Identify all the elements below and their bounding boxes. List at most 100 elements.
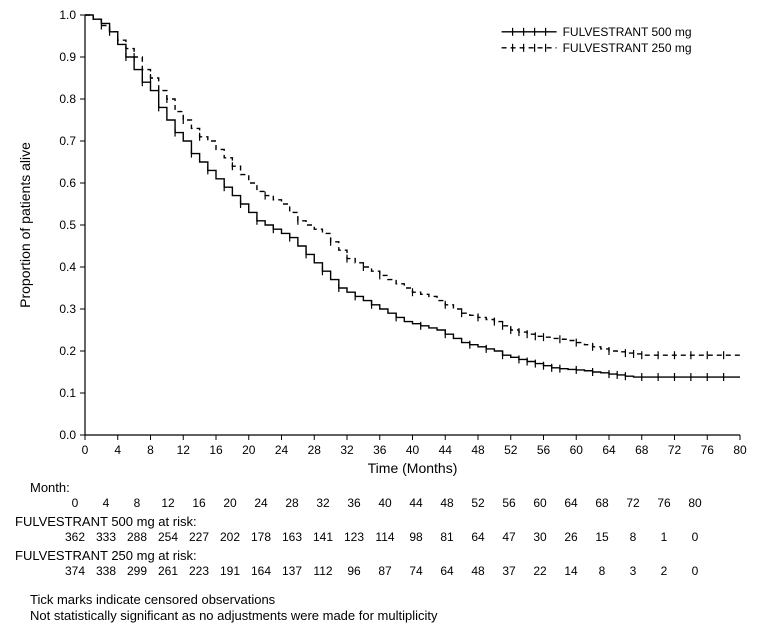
x-tick-label: 24: [275, 443, 289, 457]
x-tick-label: 32: [340, 443, 354, 457]
risk-value: 112: [308, 564, 338, 578]
x-tick-label: 64: [602, 443, 616, 457]
risk-value: 74: [401, 564, 431, 578]
footnote-line: Not statistically significant as no adju…: [30, 608, 438, 623]
y-tick-label: 0.7: [59, 134, 76, 148]
risk-values-row: 3623332882542272021781631411231149881644…: [0, 530, 778, 546]
risk-value: 223: [184, 564, 214, 578]
y-tick-label: 0.5: [59, 218, 76, 232]
x-tick-label: 16: [209, 443, 223, 457]
risk-value: 96: [339, 564, 369, 578]
footnote-line: Tick marks indicate censored observation…: [30, 592, 275, 607]
risk-value: 2: [649, 564, 679, 578]
legend-label: FULVESTRANT 500 mg: [563, 25, 692, 39]
legend-label: FULVESTRANT 250 mg: [563, 41, 692, 55]
x-tick-label: 56: [537, 443, 551, 457]
risk-value: 26: [556, 530, 586, 544]
risk-value: 0: [680, 530, 710, 544]
x-tick-label: 40: [406, 443, 420, 457]
x-tick-label: 80: [733, 443, 747, 457]
km-curve-s250: [85, 15, 740, 355]
risk-month: 4: [91, 496, 121, 510]
y-tick-label: 0.8: [59, 92, 76, 106]
x-tick-label: 48: [471, 443, 485, 457]
risk-value: 374: [60, 564, 90, 578]
x-tick-label: 20: [242, 443, 256, 457]
risk-value: 114: [370, 530, 400, 544]
y-tick-label: 0.1: [59, 386, 76, 400]
x-tick-label: 72: [668, 443, 682, 457]
risk-month: 8: [122, 496, 152, 510]
risk-month: 76: [649, 496, 679, 510]
risk-month: 56: [494, 496, 524, 510]
risk-value: 141: [308, 530, 338, 544]
at-risk-table: Month:0481216202428323640444852566064687…: [0, 480, 778, 582]
x-tick-label: 36: [373, 443, 387, 457]
x-axis-label: Time (Months): [368, 460, 458, 476]
risk-value: 288: [122, 530, 152, 544]
km-curve-s500: [85, 15, 740, 377]
x-tick-label: 4: [114, 443, 121, 457]
risk-value: 338: [91, 564, 121, 578]
risk-month: 20: [215, 496, 245, 510]
risk-value: 123: [339, 530, 369, 544]
risk-month: 36: [339, 496, 369, 510]
risk-month: 64: [556, 496, 586, 510]
x-tick-label: 68: [635, 443, 649, 457]
x-tick-label: 44: [439, 443, 453, 457]
risk-values-row: 3743382992612231911641371129687746448372…: [0, 564, 778, 580]
risk-month: 24: [246, 496, 276, 510]
x-tick-label: 28: [308, 443, 322, 457]
x-tick-label: 76: [701, 443, 715, 457]
risk-month: 28: [277, 496, 307, 510]
risk-value: 137: [277, 564, 307, 578]
risk-value: 15: [587, 530, 617, 544]
x-tick-label: 52: [504, 443, 518, 457]
risk-header: Month:: [30, 480, 70, 495]
risk-month: 40: [370, 496, 400, 510]
risk-value: 64: [463, 530, 493, 544]
risk-month: 68: [587, 496, 617, 510]
risk-value: 333: [91, 530, 121, 544]
y-tick-label: 0.9: [59, 50, 76, 64]
y-tick-label: 0.2: [59, 344, 76, 358]
x-tick-label: 0: [82, 443, 89, 457]
y-tick-label: 1.0: [59, 8, 76, 22]
risk-value: 3: [618, 564, 648, 578]
risk-value: 362: [60, 530, 90, 544]
risk-month: 52: [463, 496, 493, 510]
risk-value: 261: [153, 564, 183, 578]
y-tick-label: 0.4: [59, 260, 76, 274]
risk-value: 98: [401, 530, 431, 544]
risk-value: 254: [153, 530, 183, 544]
risk-value: 191: [215, 564, 245, 578]
km-plot-container: 0.00.10.20.30.40.50.60.70.80.91.00481216…: [0, 0, 778, 623]
risk-value: 64: [432, 564, 462, 578]
risk-month: 12: [153, 496, 183, 510]
risk-value: 163: [277, 530, 307, 544]
risk-value: 164: [246, 564, 276, 578]
risk-month: 44: [401, 496, 431, 510]
x-tick-label: 12: [177, 443, 191, 457]
risk-value: 1: [649, 530, 679, 544]
risk-month: 16: [184, 496, 214, 510]
risk-months-row: 048121620242832364044485256606468727680: [0, 496, 778, 512]
risk-month: 60: [525, 496, 555, 510]
risk-value: 178: [246, 530, 276, 544]
risk-value: 8: [618, 530, 648, 544]
y-axis-label: Proportion of patients alive: [17, 142, 33, 308]
y-tick-label: 0.3: [59, 302, 76, 316]
risk-value: 227: [184, 530, 214, 544]
risk-row-label: FULVESTRANT 500 mg at risk:: [15, 514, 197, 529]
risk-value: 87: [370, 564, 400, 578]
risk-month: 80: [680, 496, 710, 510]
risk-value: 202: [215, 530, 245, 544]
x-tick-label: 60: [570, 443, 584, 457]
risk-value: 14: [556, 564, 586, 578]
risk-value: 22: [525, 564, 555, 578]
risk-value: 37: [494, 564, 524, 578]
risk-value: 48: [463, 564, 493, 578]
risk-value: 8: [587, 564, 617, 578]
risk-month: 0: [60, 496, 90, 510]
x-tick-label: 8: [147, 443, 154, 457]
